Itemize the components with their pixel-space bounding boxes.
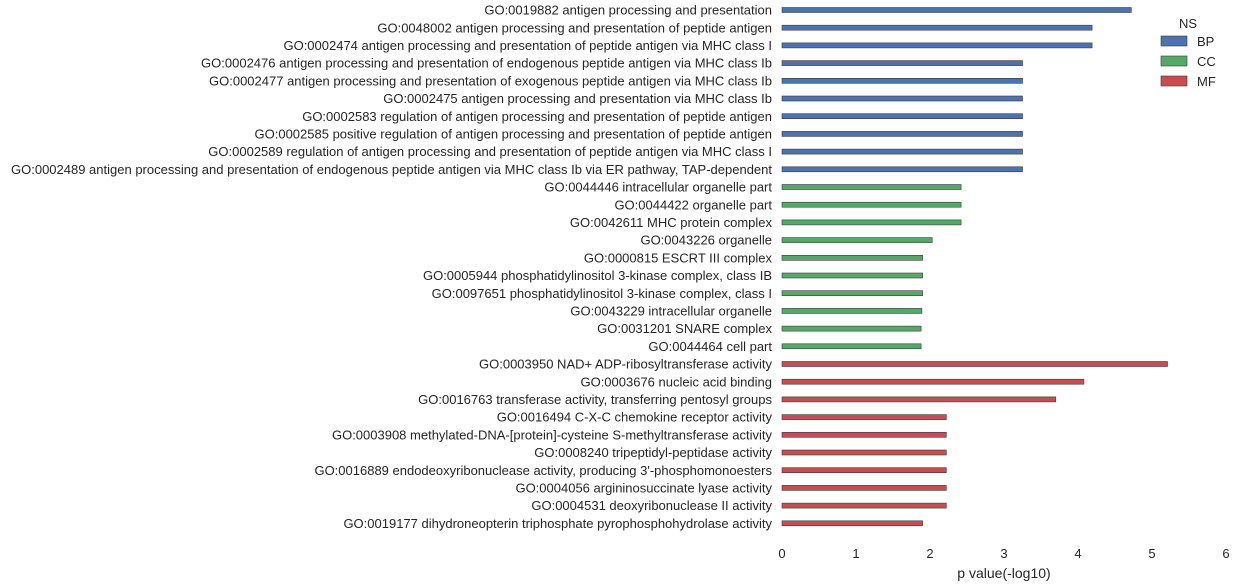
category-label: GO:0004531 deoxyribonuclease II activity	[531, 498, 772, 513]
legend-swatch-mf	[1160, 75, 1188, 87]
category-label: GO:0002476 antigen processing and presen…	[201, 56, 772, 71]
category-label: GO:0042611 MHC protein complex	[570, 215, 773, 230]
category-label: GO:0002585 positive regulation of antige…	[255, 127, 772, 142]
bar-cc	[781, 184, 962, 190]
bar-mf	[781, 449, 947, 456]
bar-cc	[781, 325, 922, 332]
bar-mf	[781, 502, 947, 509]
bar-bp	[781, 7, 1132, 13]
x-tick-label: 4	[1074, 546, 1081, 561]
category-label: GO:0043229 intracellular organelle	[570, 304, 772, 319]
category-label: GO:0002589 regulation of antigen process…	[208, 144, 772, 159]
category-label: GO:0031201 SNARE complex	[597, 321, 772, 336]
bar-mf	[781, 485, 947, 491]
bar-cc	[781, 219, 962, 226]
category-label: GO:0016889 endodeoxyribonuclease activit…	[314, 463, 772, 478]
bar-cc	[781, 201, 962, 208]
category-label: GO:0019177 dihydroneopterin triphosphate…	[343, 516, 772, 531]
category-labels-group: GO:0019882 antigen processing and presen…	[11, 3, 772, 531]
bar-cc	[781, 237, 933, 243]
category-label: GO:0005944 phosphatidylinositol 3-kinase…	[423, 268, 772, 283]
x-tick-label: 1	[852, 546, 859, 561]
legend-label-cc: CC	[1197, 54, 1216, 69]
bar-bp	[781, 24, 1093, 31]
category-label: GO:0002477 antigen processing and presen…	[209, 73, 772, 88]
bar-mf	[781, 467, 947, 474]
x-tick-label: 2	[926, 546, 933, 561]
bar-cc	[781, 290, 923, 297]
category-label: GO:0043226 organelle	[640, 233, 772, 248]
x-tick-label: 3	[1000, 546, 1007, 561]
bar-mf	[781, 378, 1085, 385]
category-label: GO:0003676 nucleic acid binding	[580, 374, 772, 389]
bar-cc	[781, 272, 923, 279]
bar-bp	[781, 78, 1023, 84]
legend-label-mf: MF	[1197, 74, 1216, 89]
x-tick-label: 6	[1222, 546, 1229, 561]
bars-group	[781, 7, 1168, 527]
x-tick-label: 0	[778, 546, 785, 561]
x-axis-title: p value(-log10)	[957, 565, 1050, 581]
category-label: GO:0002583 regulation of antigen process…	[302, 109, 772, 124]
bar-bp	[781, 148, 1023, 155]
legend-swatch-bp	[1160, 35, 1188, 47]
category-label: GO:0044422 organelle part	[614, 197, 772, 212]
category-label: GO:0004056 argininosuccinate lyase activ…	[515, 481, 772, 496]
category-label: GO:0003950 NAD+ ADP-ribosyltransferase a…	[479, 357, 772, 372]
bar-cc	[781, 343, 922, 350]
bar-bp	[781, 131, 1023, 137]
bar-bp	[781, 60, 1023, 66]
category-label: GO:0002475 antigen processing and presen…	[383, 91, 772, 106]
category-label: GO:0048002 antigen processing and presen…	[377, 20, 772, 35]
bar-mf	[781, 361, 1168, 367]
bar-bp	[781, 166, 1023, 173]
bar-bp	[781, 95, 1023, 102]
category-label: GO:0000815 ESCRT III complex	[584, 250, 773, 265]
category-label: GO:0016494 C-X-C chemokine receptor acti…	[497, 410, 773, 425]
x-tick-label: 5	[1148, 546, 1155, 561]
bar-mf	[781, 520, 923, 527]
category-label: GO:0016763 transferase activity, transfe…	[418, 392, 772, 407]
bar-bp	[781, 113, 1023, 119]
bar-mf	[781, 396, 1057, 403]
legend: NS BP CC MF	[1160, 16, 1216, 89]
category-label: GO:0002474 antigen processing and presen…	[283, 38, 772, 53]
category-label: GO:0097651 phosphatidylinositol 3-kinase…	[432, 286, 772, 301]
legend-swatch-cc	[1160, 55, 1188, 67]
bar-bp	[781, 42, 1093, 49]
legend-title: NS	[1179, 16, 1197, 31]
category-label: GO:0003908 methylated-DNA-[protein]-cyst…	[332, 427, 773, 442]
bar-mf	[781, 414, 947, 420]
category-label: GO:0044446 intracellular organelle part	[544, 180, 772, 195]
category-label: GO:0019882 antigen processing and presen…	[484, 3, 772, 18]
bar-mf	[781, 431, 947, 438]
bar-cc	[781, 255, 923, 261]
x-axis-ticks-group: 0 1 2 3 4 5 6	[778, 546, 1229, 561]
category-label: GO:0008240 tripeptidyl-peptidase activit…	[534, 445, 772, 460]
category-label: GO:0044464 cell part	[648, 339, 772, 354]
category-label: GO:0002489 antigen processing and presen…	[11, 162, 772, 177]
bar-cc	[781, 308, 923, 314]
legend-label-bp: BP	[1197, 34, 1214, 49]
